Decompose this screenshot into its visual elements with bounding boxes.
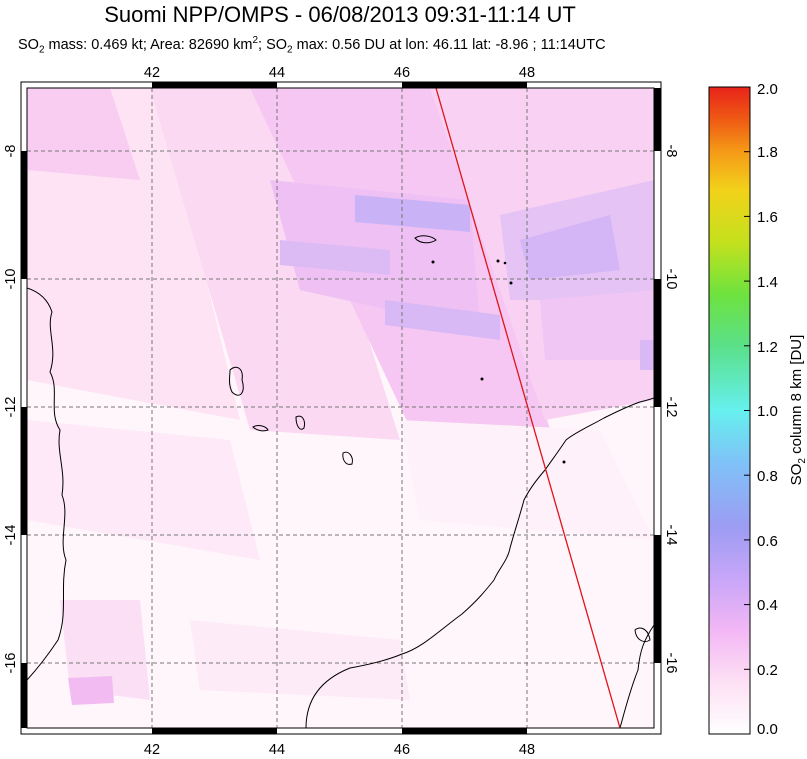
lat-tick-label: -14: [663, 525, 679, 546]
colorbar-tick-label: 0.2: [757, 662, 778, 679]
lat-tick-label: -8: [3, 145, 19, 158]
lon-tick-label: 48: [519, 65, 535, 81]
so2-field: [27, 88, 654, 728]
colorbar-tick-label: 0.8: [757, 468, 778, 485]
small-islands: [431, 259, 566, 464]
colorbar-tick-label: 1.2: [757, 339, 778, 356]
orbit-edge-line: [435, 88, 621, 728]
colorbar-tick-label: 1.8: [757, 144, 778, 161]
lat-tick-label: -16: [663, 653, 679, 674]
colorbar-tick-label: 1.6: [757, 209, 778, 226]
coastlines: [27, 235, 654, 728]
colorbar-tick-label: 0.0: [757, 721, 778, 738]
lat-tick-labels-left: -8 -10 -12 -14 -16: [3, 145, 19, 674]
lat-tick-labels-right: -8 -10 -12 -14 -16: [663, 145, 679, 674]
colorbar-tick-label: 1.0: [757, 403, 778, 420]
lat-tick-label: -10: [663, 269, 679, 290]
lon-tick-label: 42: [144, 65, 160, 81]
lat-tick-label: -8: [663, 145, 679, 158]
colorbar-tick-label: 2.0: [757, 81, 778, 98]
lat-tick-label: -12: [3, 397, 19, 418]
colorbar: 2.0 1.8 1.6 1.4 1.2 1.0 0.8 0.6 0.4 0.2 …: [708, 81, 807, 738]
colorbar-tick-label: 1.4: [757, 274, 778, 291]
colorbar-tick-label: 0.6: [757, 533, 778, 550]
colorbar-axis-label: SO2 column 8 km [DU]: [788, 335, 807, 486]
lon-tick-label: 44: [269, 65, 285, 81]
map-title: Suomi NPP/OMPS - 06/08/2013 09:31-11:14 …: [104, 2, 576, 27]
colorbar-gradient: [708, 86, 751, 735]
lat-tick-label: -14: [3, 525, 19, 546]
lon-tick-label: 42: [144, 742, 160, 758]
lon-tick-label: 48: [519, 742, 535, 758]
map-subtitle: SO2 mass: 0.469 kt; Area: 82690 km2; SO2…: [18, 35, 606, 56]
lon-tick-label: 46: [394, 742, 410, 758]
lon-tick-label: 46: [394, 65, 410, 81]
colorbar-tick-label: 0.4: [757, 597, 778, 614]
lon-tick-labels-bottom: 42 44 46 48: [144, 742, 535, 758]
lat-tick-label: -12: [663, 397, 679, 418]
lon-tick-labels-top: 42 44 46 48: [144, 65, 535, 81]
lat-tick-label: -10: [3, 269, 19, 290]
lon-tick-label: 44: [269, 742, 285, 758]
map-frame: [20, 81, 662, 735]
lat-tick-label: -16: [3, 653, 19, 674]
